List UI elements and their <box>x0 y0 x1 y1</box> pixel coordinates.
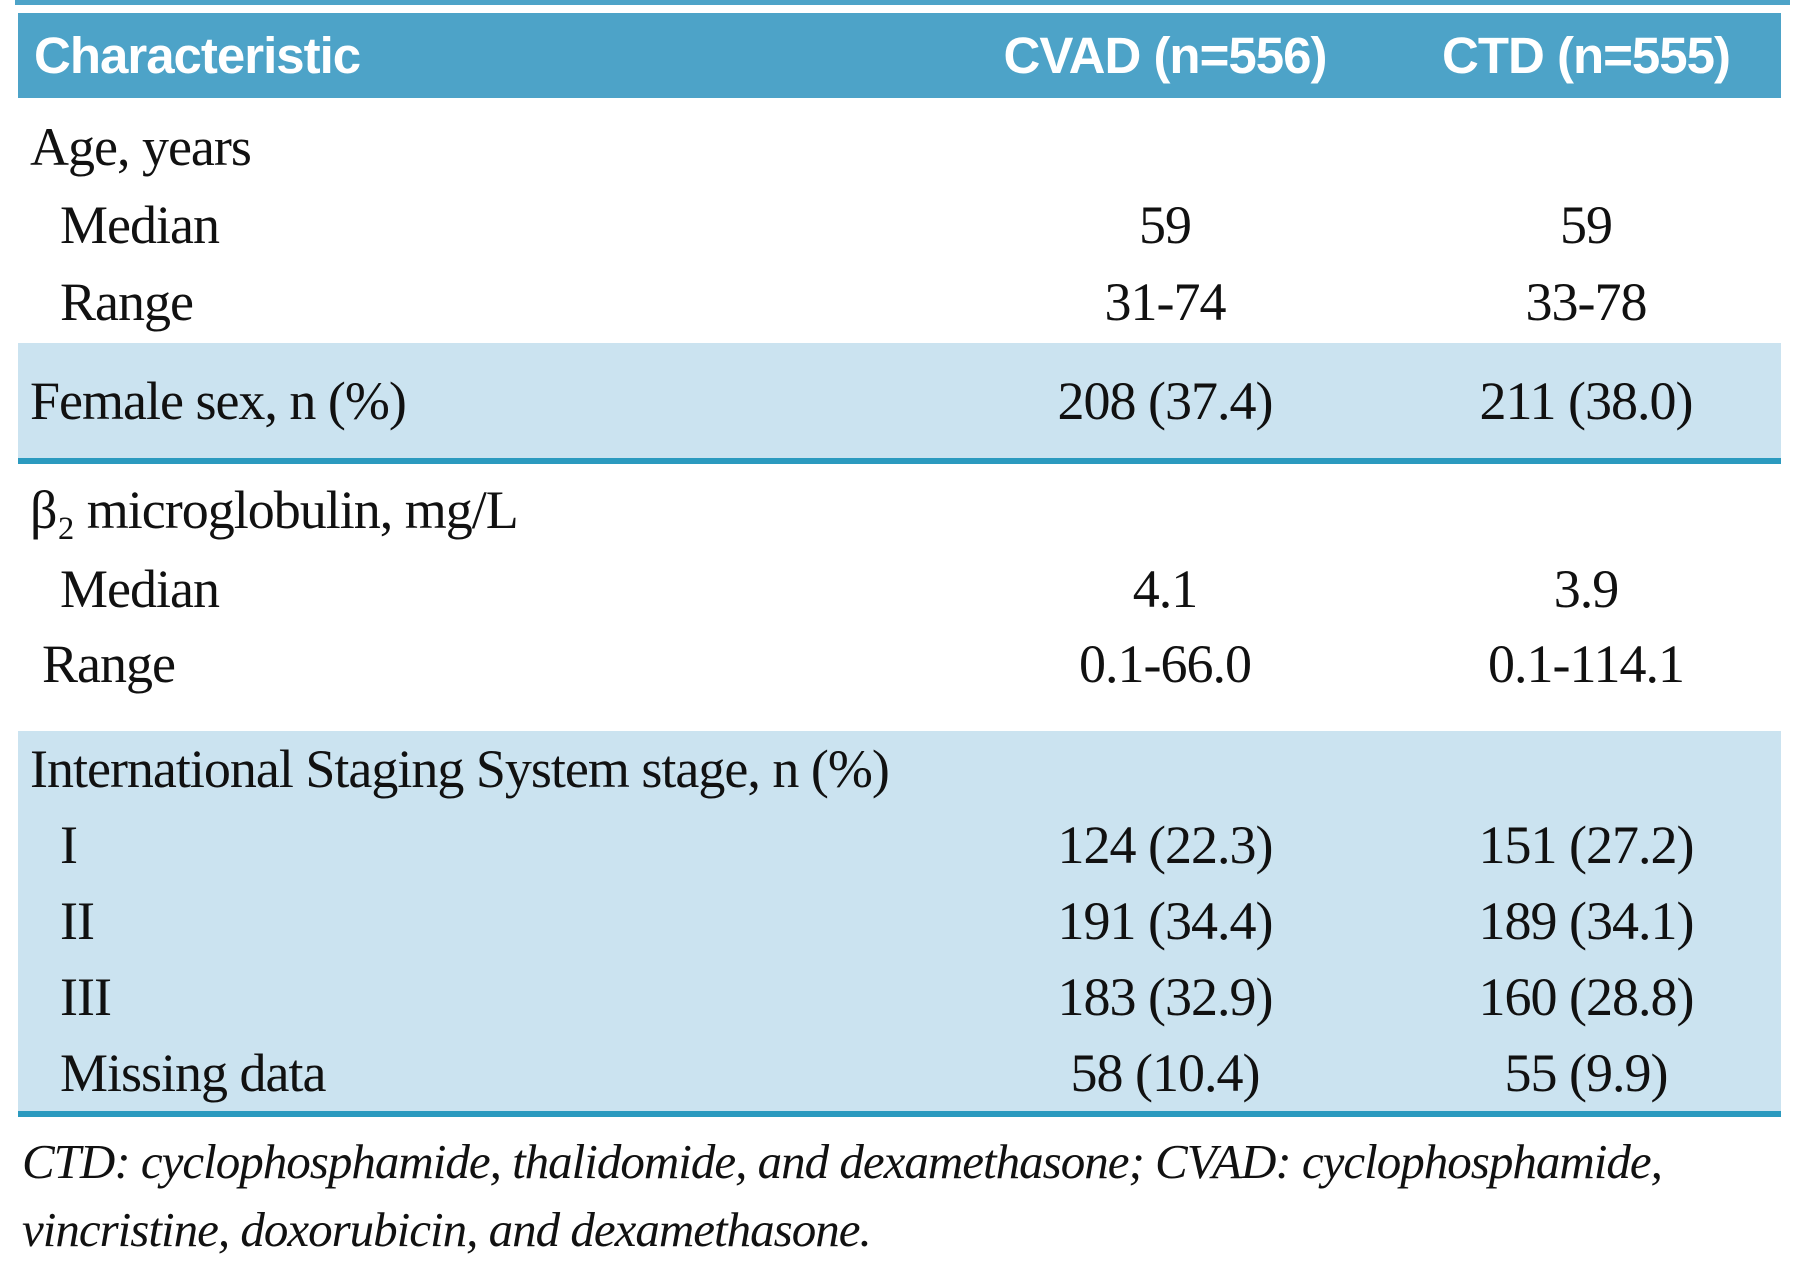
table-row: II 191 (34.4) 189 (34.1) <box>18 883 1781 959</box>
row-label: International Staging System stage, n (%… <box>30 739 890 799</box>
table-row: Missing data 58 (10.4) 55 (9.9) <box>18 1035 1781 1111</box>
table-row: Median 59 59 <box>18 186 1781 263</box>
divider-rule <box>18 458 1781 464</box>
row-label: Range <box>42 633 176 694</box>
cvad-value: 208 (37.4) <box>1057 370 1274 431</box>
row-label: Female sex, n (%) <box>30 370 407 431</box>
table-row: Age, years <box>18 108 1781 186</box>
cvad-value: 58 (10.4) <box>1070 1043 1261 1103</box>
footnote-line-1: CTD: cyclophosphamide, thalidomide, and … <box>22 1134 1663 1189</box>
cvad-value: 31-74 <box>1104 271 1227 332</box>
table-row: Range 0.1-66.0 0.1-114.1 <box>18 627 1781 700</box>
row-label: β₂ microglobulin, mg/L <box>30 480 519 540</box>
table-row: I 124 (22.3) 151 (27.2) <box>18 807 1781 883</box>
ctd-value: 33-78 <box>1525 271 1648 332</box>
row-label: II <box>60 891 95 951</box>
row-label: I <box>60 815 78 875</box>
row-label: Missing data <box>60 1043 327 1103</box>
ctd-value: 0.1-114.1 <box>1488 633 1685 694</box>
ctd-value: 189 (34.1) <box>1478 891 1695 951</box>
table-footnote: CTD: cyclophosphamide, thalidomide, and … <box>22 1128 1792 1263</box>
ctd-value: 3.9 <box>1553 558 1620 619</box>
table-row: Median 4.1 3.9 <box>18 550 1781 627</box>
row-label: Age, years <box>30 117 252 177</box>
section-beta2-microglobulin: β₂ microglobulin, mg/L Median 4.1 3.9 Ra… <box>18 470 1781 700</box>
ctd-value: 160 (28.8) <box>1478 967 1695 1027</box>
ctd-value: 151 (27.2) <box>1478 815 1695 875</box>
table-row: β₂ microglobulin, mg/L <box>18 470 1781 550</box>
top-border-rule <box>15 0 1790 5</box>
table-row: III 183 (32.9) 160 (28.8) <box>18 959 1781 1035</box>
cvad-value: 59 <box>1139 194 1192 255</box>
column-header-cvad: CVAD (n=556) <box>1003 27 1328 84</box>
row-label: Median <box>60 194 220 255</box>
ctd-value: 55 (9.9) <box>1504 1043 1669 1103</box>
table-row: Range 31-74 33-78 <box>18 263 1781 340</box>
divider-rule <box>18 1111 1781 1117</box>
cvad-value: 191 (34.4) <box>1057 891 1274 951</box>
row-label: Median <box>60 558 220 619</box>
section-iss-stage: International Staging System stage, n (%… <box>18 731 1781 1111</box>
row-label: III <box>60 967 112 1027</box>
footnote-line-2: vincristine, doxorubicin, and dexamethas… <box>22 1202 872 1257</box>
table-row: International Staging System stage, n (%… <box>18 731 1781 807</box>
table-header-row: Characteristic CVAD (n=556) CTD (n=555) <box>18 13 1781 98</box>
cvad-value: 4.1 <box>1132 558 1199 619</box>
ctd-value: 59 <box>1560 194 1613 255</box>
column-header-ctd: CTD (n=555) <box>1442 27 1731 84</box>
column-header-characteristic: Characteristic <box>34 27 361 84</box>
ctd-value: 211 (38.0) <box>1479 370 1694 431</box>
cvad-value: 183 (32.9) <box>1057 967 1274 1027</box>
cvad-value: 0.1-66.0 <box>1079 633 1252 694</box>
section-female-sex: Female sex, n (%) 208 (37.4) 211 (38.0) <box>18 343 1781 458</box>
table-row: Female sex, n (%) 208 (37.4) 211 (38.0) <box>18 343 1781 458</box>
row-label: Range <box>60 271 194 332</box>
section-age: Age, years Median 59 59 Range 31-74 33-7… <box>18 108 1781 340</box>
cvad-value: 124 (22.3) <box>1057 815 1274 875</box>
